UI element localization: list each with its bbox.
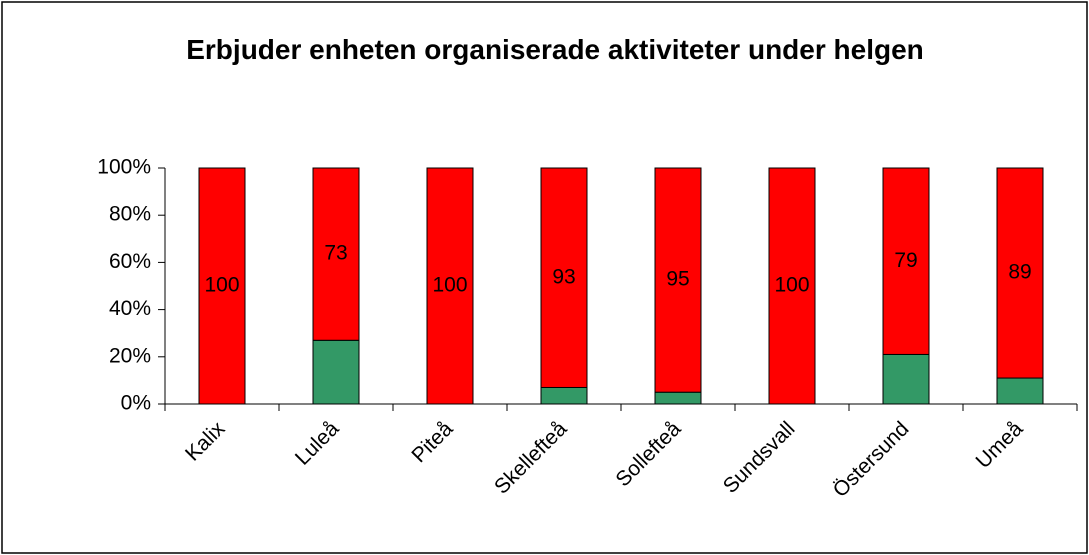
data-label: 100: [774, 274, 809, 297]
bar-segment: [540, 167, 588, 388]
data-label: 95: [666, 268, 689, 291]
y-tick-label: 20%: [109, 344, 151, 367]
data-label: 100: [432, 274, 467, 297]
data-label: 89: [1008, 261, 1031, 284]
y-tick-label: 40%: [109, 297, 151, 320]
bar-segment: [996, 167, 1044, 379]
bar-segment: [654, 167, 702, 393]
bar-segment: [882, 167, 930, 355]
bar-segment: [654, 391, 702, 405]
bar-segment: [768, 167, 816, 405]
y-tick-label: 100%: [97, 156, 151, 179]
bar-segment: [540, 386, 588, 405]
bar-segment: [996, 377, 1044, 405]
data-label: 100: [204, 274, 239, 297]
bar-segment: [882, 353, 930, 405]
bar-segment: [198, 167, 246, 405]
y-tick-label: 60%: [109, 250, 151, 273]
data-label: 79: [894, 249, 917, 272]
bar-segment: [312, 339, 360, 405]
data-label: 93: [552, 265, 575, 288]
y-tick-label: 0%: [121, 392, 151, 415]
data-label: 73: [324, 242, 347, 265]
bar-segment: [426, 167, 474, 405]
bar-segment: [312, 167, 360, 341]
y-tick-label: 80%: [109, 203, 151, 226]
chart-title: Erbjuder enheten organiserade aktivitete…: [186, 34, 924, 65]
